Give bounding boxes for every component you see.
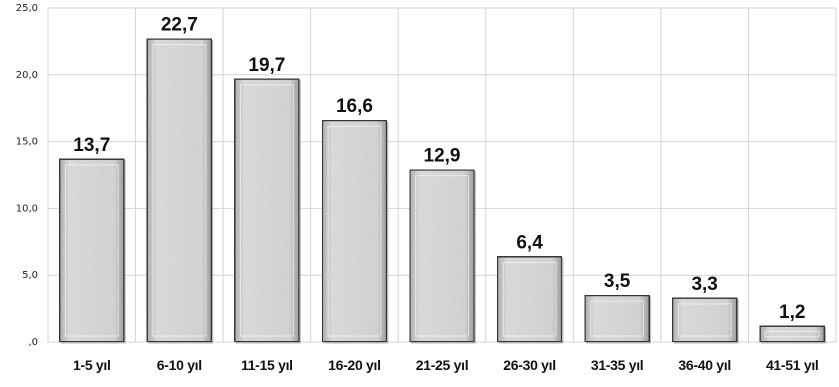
bar xyxy=(145,37,214,344)
data-label: 1,2 xyxy=(779,302,805,323)
x-tick-label: 6-10 yıl xyxy=(157,357,202,373)
data-label: 16,6 xyxy=(336,96,373,117)
y-tick-label: ,0 xyxy=(28,337,38,348)
data-label: 19,7 xyxy=(248,55,285,76)
y-tick-label: 20,0 xyxy=(16,70,38,81)
data-label: 12,9 xyxy=(424,146,461,167)
x-tick-label: 31-35 yıl xyxy=(591,357,644,373)
bar xyxy=(583,294,652,344)
data-labels: 13,7 22,7 19,7 16,6 12,9 6,4 3,5 3,3 1,2 xyxy=(73,15,805,323)
x-tick-label: 1-5 yıl xyxy=(73,357,111,373)
x-tick-label: 21-25 yıl xyxy=(416,357,469,373)
x-tick-label: 16-20 yıl xyxy=(328,357,381,373)
data-label: 22,7 xyxy=(161,15,198,36)
data-label: 13,7 xyxy=(73,135,110,156)
x-tick-label: 41-51 yıl xyxy=(766,357,819,373)
bar xyxy=(233,77,301,344)
y-tick-label: 25,0 xyxy=(16,3,38,14)
y-axis: ,0 5,0 10,0 15,0 20,0 25,0 xyxy=(16,3,38,348)
data-label: 3,3 xyxy=(691,274,717,295)
data-label: 6,4 xyxy=(516,232,543,253)
x-tick-label: 36-40 yıl xyxy=(678,357,731,373)
x-tick-label: 11-15 yıl xyxy=(241,357,293,373)
y-tick-label: 5,0 xyxy=(22,270,38,281)
bar xyxy=(758,324,827,344)
bars xyxy=(58,37,827,344)
bar xyxy=(496,255,564,344)
y-tick-label: 15,0 xyxy=(16,137,38,148)
bar xyxy=(408,168,476,344)
data-label: 3,5 xyxy=(604,271,631,292)
x-axis: 1-5 yıl 6-10 yıl 11-15 yıl 16-20 yıl 21-25 y… xyxy=(73,357,819,373)
x-tick-label: 26-30 yıl xyxy=(503,357,556,373)
bar xyxy=(671,296,739,344)
bar xyxy=(58,157,126,344)
bar xyxy=(321,119,389,344)
y-tick-label: 10,0 xyxy=(16,203,38,214)
